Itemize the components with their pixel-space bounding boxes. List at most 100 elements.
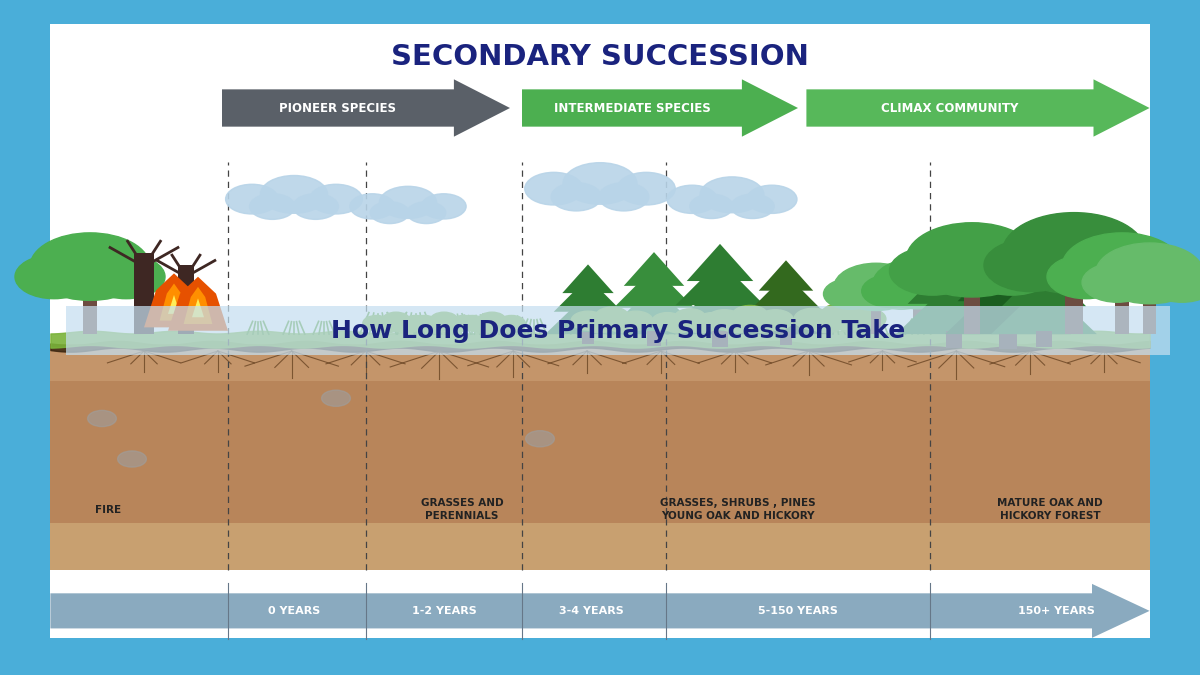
Circle shape (293, 194, 338, 219)
Circle shape (984, 239, 1078, 292)
Polygon shape (144, 273, 204, 327)
Polygon shape (563, 265, 613, 293)
Circle shape (1096, 243, 1200, 304)
Polygon shape (750, 274, 822, 310)
Polygon shape (553, 277, 623, 312)
Circle shape (746, 185, 797, 213)
Polygon shape (665, 281, 775, 334)
FancyBboxPatch shape (998, 331, 1018, 350)
Circle shape (260, 176, 328, 213)
Circle shape (607, 314, 641, 333)
Circle shape (392, 318, 420, 333)
Circle shape (488, 318, 516, 333)
Polygon shape (613, 267, 695, 308)
FancyBboxPatch shape (50, 523, 1150, 570)
Circle shape (379, 186, 437, 219)
FancyBboxPatch shape (1144, 292, 1156, 334)
Circle shape (350, 194, 395, 219)
Circle shape (697, 313, 728, 330)
Polygon shape (1013, 248, 1075, 284)
Polygon shape (522, 80, 798, 136)
Circle shape (458, 315, 486, 331)
Circle shape (794, 308, 832, 329)
Circle shape (420, 318, 448, 333)
Circle shape (690, 194, 733, 219)
FancyBboxPatch shape (712, 331, 728, 348)
Polygon shape (160, 284, 188, 321)
Text: 5-150 YEARS: 5-150 YEARS (758, 606, 838, 616)
Circle shape (226, 184, 278, 214)
Text: 0 YEARS: 0 YEARS (268, 606, 320, 616)
FancyBboxPatch shape (83, 287, 97, 334)
Circle shape (402, 315, 430, 331)
Polygon shape (676, 261, 764, 305)
FancyBboxPatch shape (1066, 277, 1082, 334)
FancyBboxPatch shape (50, 344, 1150, 381)
Circle shape (617, 172, 676, 205)
Polygon shape (919, 240, 989, 279)
Circle shape (757, 310, 793, 330)
Circle shape (88, 410, 116, 427)
Circle shape (707, 310, 743, 330)
Circle shape (906, 223, 1038, 297)
Circle shape (685, 315, 718, 333)
Text: INTERMEDIATE SPECIES: INTERMEDIATE SPECIES (553, 101, 710, 115)
FancyBboxPatch shape (1115, 287, 1129, 334)
Circle shape (874, 279, 929, 309)
Polygon shape (624, 252, 684, 286)
Circle shape (1120, 255, 1198, 298)
FancyBboxPatch shape (66, 306, 1170, 355)
Text: CLIMAX COMMUNITY: CLIMAX COMMUNITY (881, 101, 1019, 115)
Circle shape (720, 313, 755, 333)
Circle shape (889, 247, 976, 295)
Polygon shape (1002, 264, 1086, 306)
Polygon shape (222, 80, 510, 136)
Circle shape (1046, 255, 1126, 298)
FancyBboxPatch shape (780, 331, 792, 345)
Polygon shape (907, 257, 1001, 304)
Circle shape (30, 233, 150, 300)
Text: 3-4 YEARS: 3-4 YEARS (559, 606, 624, 616)
Circle shape (468, 318, 496, 333)
Circle shape (571, 311, 605, 330)
Circle shape (431, 312, 457, 327)
Circle shape (563, 163, 637, 205)
Circle shape (526, 431, 554, 447)
Polygon shape (991, 284, 1097, 334)
Circle shape (372, 318, 400, 333)
FancyBboxPatch shape (871, 301, 881, 334)
Polygon shape (758, 261, 814, 291)
Circle shape (745, 313, 781, 333)
Circle shape (662, 315, 695, 333)
Circle shape (732, 305, 768, 325)
Text: FIRE: FIRE (95, 505, 121, 514)
FancyBboxPatch shape (582, 332, 594, 344)
Circle shape (874, 259, 964, 309)
Circle shape (14, 255, 94, 298)
Polygon shape (686, 244, 754, 281)
Text: GRASSES, SHRUBS , PINES
YOUNG OAK AND HICKORY: GRASSES, SHRUBS , PINES YOUNG OAK AND HI… (660, 498, 816, 521)
Polygon shape (740, 291, 832, 334)
Circle shape (118, 451, 146, 467)
Text: How Long Does Primary Succession Take: How Long Does Primary Succession Take (331, 319, 905, 343)
Circle shape (916, 275, 974, 308)
Polygon shape (168, 295, 180, 314)
Polygon shape (192, 298, 204, 317)
Circle shape (652, 313, 683, 330)
FancyBboxPatch shape (1037, 331, 1051, 347)
Polygon shape (184, 287, 212, 324)
Polygon shape (946, 274, 1072, 334)
Circle shape (968, 247, 1055, 295)
Polygon shape (545, 293, 631, 334)
Circle shape (524, 172, 583, 205)
Circle shape (1002, 213, 1146, 294)
FancyBboxPatch shape (647, 331, 661, 346)
Circle shape (362, 315, 390, 331)
Polygon shape (604, 286, 704, 334)
FancyBboxPatch shape (50, 381, 1150, 523)
FancyBboxPatch shape (50, 162, 1150, 344)
Circle shape (821, 304, 859, 325)
Text: PIONEER SPECIES: PIONEER SPECIES (280, 101, 396, 115)
FancyBboxPatch shape (134, 253, 154, 334)
Polygon shape (971, 232, 1046, 274)
